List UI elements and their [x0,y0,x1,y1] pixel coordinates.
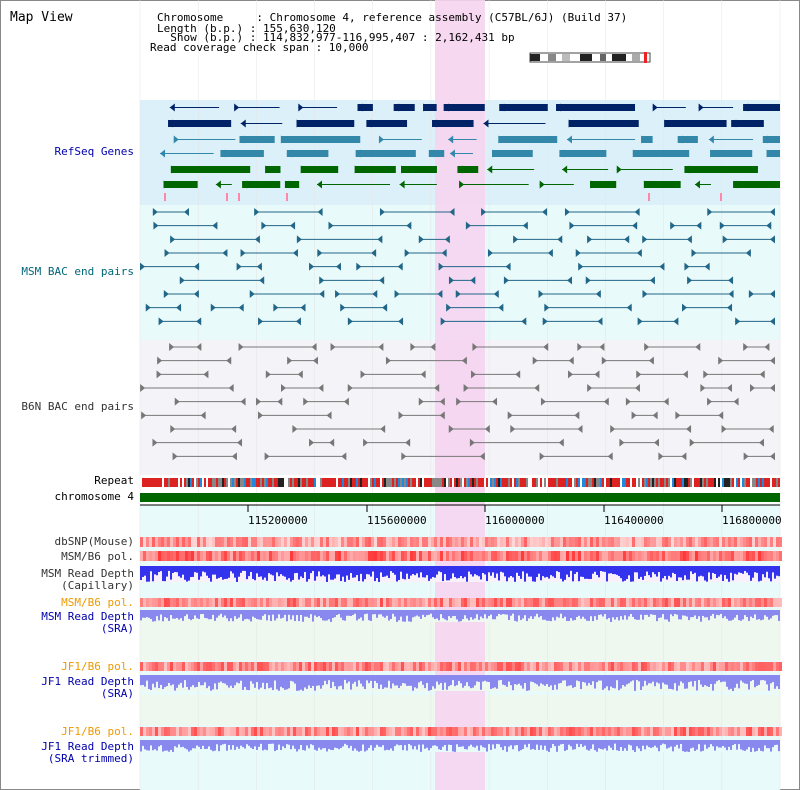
track-label-msm-b6-pol[interactable]: MSM/B6 pol. [61,550,134,563]
length-info: Length (b.p.) : 155,630,120 [157,22,336,35]
track-label-msm-read-sra[interactable]: MSM Read Depth (SRA) [41,610,134,635]
track-label-b6n-bac[interactable]: B6N BAC end pairs [21,400,134,413]
chromosome-info: Chromosome : Chromosome 4, reference ass… [157,11,628,24]
track-label-repeat[interactable]: Repeat [94,474,134,487]
chromosome-bar [140,493,780,502]
track-label-dbsnp[interactable]: dbSNP(Mouse) [54,535,134,548]
track-label-msm-read-capillary[interactable]: MSM Read Depth (Capillary) [41,567,134,592]
axis-tick-2: 115600000 [367,514,427,527]
show-range-info: Show (b.p.) : 114,832,977-116,995,407 : … [157,31,515,44]
selected-region-highlight [435,0,485,790]
track-label-msm-b6-pol-2[interactable]: MSM/B6 pol. [61,596,134,609]
page-title: Map View [10,10,73,25]
read-coverage-info: Read coverage check span : 10,000 [150,41,369,54]
axis-tick-3: 116000000 [485,514,545,527]
track-label-refseq[interactable]: RefSeq Genes [54,145,134,158]
track-label-chromosome: chromosome 4 [54,490,134,503]
axis-tick-1: 115200000 [248,514,308,527]
track-label-jf1-read-trimmed[interactable]: JF1 Read Depth (SRA trimmed) [41,740,134,765]
axis-tick-5: 116800000 [722,514,782,527]
track-label-jf1-read-sra[interactable]: JF1 Read Depth (SRA) [41,675,134,700]
track-label-jf1-b6-pol[interactable]: JF1/B6 pol. [61,660,134,673]
track-label-msm-bac[interactable]: MSM BAC end pairs [21,265,134,278]
track-label-jf1-b6-pol-2[interactable]: JF1/B6 pol. [61,725,134,738]
axis-tick-4: 116400000 [604,514,664,527]
